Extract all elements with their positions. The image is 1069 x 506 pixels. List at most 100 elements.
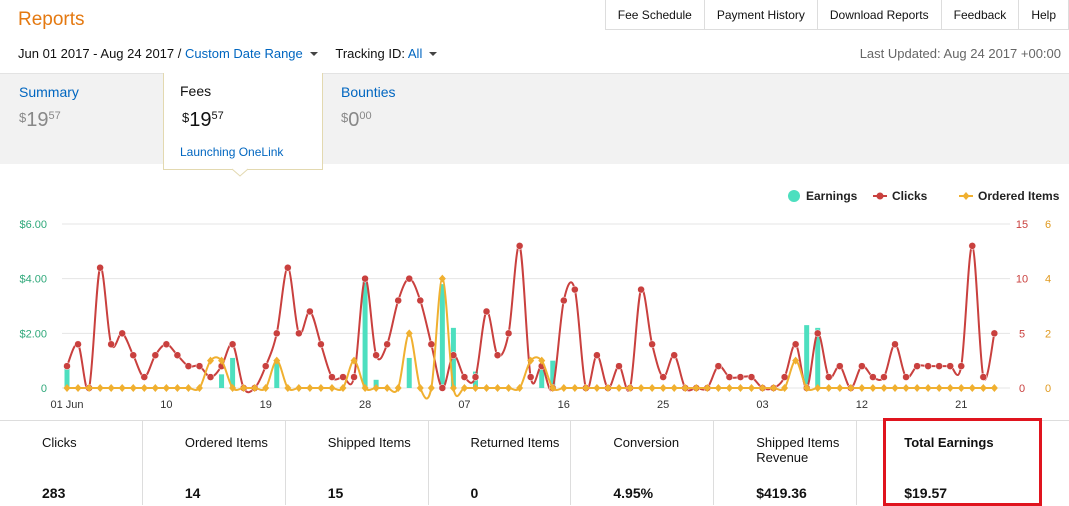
point	[273, 356, 281, 365]
point	[317, 384, 325, 392]
nav-link[interactable]: Feedback	[942, 0, 1020, 29]
point	[74, 384, 82, 392]
point	[195, 362, 204, 370]
point	[173, 351, 182, 359]
nav-link[interactable]: Download Reports	[818, 0, 942, 29]
point	[173, 384, 181, 392]
point	[482, 307, 491, 316]
cents: 00	[359, 110, 372, 122]
y-tick-label: $4.00	[19, 274, 47, 286]
point	[560, 384, 568, 392]
stat-label: Ordered Items	[184, 435, 268, 450]
point	[350, 373, 358, 381]
point	[118, 384, 126, 392]
point	[284, 263, 292, 272]
stat-label: Shipped Items	[327, 435, 411, 450]
x-tick-label: 25	[657, 399, 669, 411]
top-nav: Fee Schedule Payment History Download Re…	[604, 0, 1069, 30]
point	[560, 296, 568, 305]
tab-name: Summary	[19, 84, 79, 100]
tab-name: Bounties	[341, 84, 396, 100]
point	[957, 384, 965, 392]
point	[471, 384, 479, 392]
bar	[815, 327, 821, 388]
point	[85, 384, 93, 392]
x-tick-label: 07	[458, 399, 470, 411]
point	[615, 362, 623, 370]
date-range: Jun 01 2017 - Aug 24 2017 /	[18, 46, 182, 61]
stat-value: 0	[470, 485, 479, 501]
point	[968, 242, 977, 250]
point	[328, 384, 336, 392]
point	[924, 384, 932, 392]
point	[383, 384, 391, 392]
stat-label: Total Earnings	[904, 435, 994, 450]
tab-active[interactable]: Fees $1957 Launching OneLink	[163, 73, 323, 170]
tab-amount: $1957	[182, 109, 224, 132]
point	[637, 384, 645, 392]
point	[416, 296, 425, 305]
bar	[64, 368, 70, 388]
y-tick-label: $6.00	[19, 219, 47, 231]
point	[372, 351, 380, 359]
point	[427, 384, 435, 392]
y3-tick-label: 2	[1045, 328, 1051, 340]
point	[935, 362, 943, 370]
x-tick-label: 03	[756, 399, 768, 411]
bar	[804, 325, 810, 388]
point	[813, 329, 822, 338]
y2-tick-label: 0	[1019, 383, 1025, 395]
bar	[362, 278, 368, 388]
point	[913, 362, 921, 370]
nav-link[interactable]: Fee Schedule	[606, 0, 705, 29]
point	[140, 373, 149, 381]
point	[626, 384, 634, 392]
point	[460, 373, 469, 381]
caret	[309, 52, 318, 56]
point	[317, 340, 325, 349]
point	[383, 340, 391, 349]
point	[946, 362, 954, 370]
tab[interactable]: Summary $1957	[19, 84, 79, 174]
tab-amount: $1957	[19, 109, 79, 132]
tab[interactable]: Bounties $000	[341, 84, 395, 174]
date-picker[interactable]: Custom Date Range	[184, 46, 303, 61]
point	[184, 384, 192, 392]
x-tick-label: 21	[955, 399, 967, 411]
stat-value: 14	[184, 485, 201, 501]
tab-link[interactable]: Launching OneLink	[180, 145, 284, 159]
y2-tick-label: 10	[1016, 274, 1028, 286]
point	[648, 340, 656, 349]
bar	[373, 379, 379, 388]
cents: 57	[48, 110, 61, 122]
point	[504, 329, 513, 338]
point	[979, 384, 987, 392]
point	[526, 373, 535, 381]
stat-value: 15	[327, 485, 344, 501]
nav-link[interactable]: Help	[1019, 0, 1069, 29]
point	[184, 362, 193, 370]
point	[946, 384, 954, 392]
point	[858, 362, 866, 370]
point	[736, 384, 744, 392]
point	[880, 373, 888, 381]
point	[207, 356, 215, 365]
point	[791, 340, 800, 349]
stats: Clicks 283 Ordered Items 14 Shipped Items 15 R…	[0, 420, 1069, 505]
tracking-picker[interactable]: All	[407, 46, 423, 61]
point	[792, 356, 800, 365]
bar	[230, 357, 236, 388]
point	[438, 384, 447, 392]
y-tick-label: $2.00	[19, 328, 47, 340]
caret	[429, 52, 438, 56]
point	[261, 362, 270, 370]
nav-link[interactable]: Payment History	[705, 0, 818, 29]
point	[515, 242, 524, 250]
point	[516, 384, 524, 392]
point	[615, 384, 623, 392]
legend-swatch	[788, 190, 800, 202]
bar	[406, 357, 412, 388]
y-tick-label: 0	[41, 383, 47, 395]
y3-tick-label: 0	[1045, 383, 1051, 395]
x-tick-label: 19	[260, 399, 272, 411]
